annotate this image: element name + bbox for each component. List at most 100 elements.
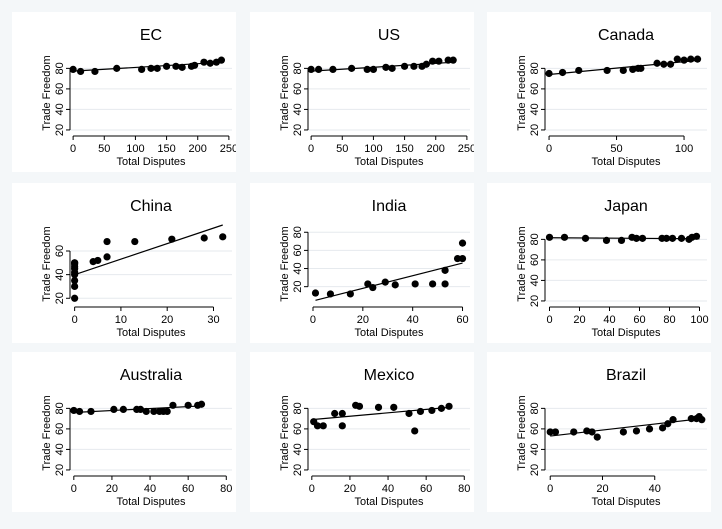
data-point <box>219 233 227 241</box>
x-tick-label: 100 <box>690 314 708 326</box>
data-point <box>658 424 667 432</box>
panel-ec: EC 20 40 60 80 0 50 100 150 200 250 Trade Freedom To… <box>12 12 236 172</box>
data-point <box>119 405 127 413</box>
fit-line <box>74 224 223 276</box>
x-tick-label: 0 <box>308 143 314 155</box>
data-point <box>437 404 446 412</box>
data-point <box>70 406 78 415</box>
x-tick-label: 20 <box>596 483 608 495</box>
x-axis-title: Total Disputes <box>116 496 186 508</box>
data-point <box>329 65 337 73</box>
panel-title: Canada <box>598 27 654 44</box>
y-axis-title: Trade Freedom <box>41 395 53 470</box>
y-tick-label: 60 <box>529 423 541 435</box>
y-tick-label: 60 <box>54 423 66 435</box>
x-axis-title: Total Disputes <box>591 156 661 168</box>
x-tick-label: 250 <box>458 143 474 155</box>
data-point <box>453 254 462 263</box>
panel-title: Mexico <box>364 367 415 384</box>
data-point <box>391 281 399 289</box>
data-point <box>619 66 627 75</box>
data-point <box>142 407 150 416</box>
data-point <box>680 56 688 64</box>
data-point <box>71 294 79 302</box>
data-point <box>150 407 158 416</box>
data-point <box>169 401 177 409</box>
y-axis-title: Trade Freedom <box>41 55 53 130</box>
y-tick-label: 40 <box>54 443 66 455</box>
x-tick-label: 0 <box>546 143 552 155</box>
data-point <box>103 237 111 246</box>
x-tick-label: 40 <box>382 483 394 495</box>
data-point <box>76 67 85 76</box>
data-point <box>570 428 578 436</box>
panel-canada: Canada 20 40 60 80 0 50 100 Trade Freedom Total D… <box>487 12 711 172</box>
data-point <box>411 280 419 288</box>
x-tick-label: 0 <box>546 314 552 326</box>
data-point <box>71 282 79 291</box>
panel-background <box>487 183 711 343</box>
y-tick-label: 40 <box>54 269 66 281</box>
data-point <box>381 278 389 286</box>
panel-title: Australia <box>120 367 182 384</box>
data-point <box>388 64 396 72</box>
data-point <box>103 253 111 261</box>
panel-title: US <box>378 27 400 44</box>
data-point <box>629 65 637 73</box>
data-point <box>603 66 611 75</box>
data-point <box>666 60 675 68</box>
y-tick-label: 40 <box>292 262 304 274</box>
data-point <box>444 56 452 64</box>
y-tick-label: 20 <box>54 464 66 476</box>
x-tick-label: 80 <box>220 483 232 495</box>
data-point <box>153 64 161 72</box>
panel-background <box>12 352 236 512</box>
data-point <box>581 234 590 242</box>
x-tick-label: 80 <box>663 314 675 326</box>
y-axis-title: Trade Freedom <box>516 55 528 130</box>
data-point <box>441 280 449 288</box>
data-point <box>673 55 681 63</box>
data-point <box>163 407 171 416</box>
data-point <box>307 65 315 73</box>
data-point <box>545 233 554 241</box>
data-point <box>71 259 79 267</box>
x-tick-label: 40 <box>649 483 661 495</box>
panel-background <box>487 352 711 512</box>
y-tick-label: 40 <box>529 274 541 286</box>
y-tick-label: 80 <box>54 402 66 414</box>
y-tick-label: 20 <box>292 464 304 476</box>
data-point <box>311 289 320 297</box>
x-tick-label: 20 <box>106 483 118 495</box>
x-tick-label: 80 <box>458 483 470 495</box>
x-tick-label: 250 <box>220 143 236 155</box>
data-point <box>637 64 645 72</box>
data-point <box>410 62 418 70</box>
x-tick-label: 100 <box>675 143 693 155</box>
data-point <box>458 239 467 247</box>
data-point <box>687 55 695 63</box>
data-point <box>113 64 121 72</box>
data-point <box>369 65 378 73</box>
data-point <box>390 403 398 411</box>
data-point <box>545 69 553 78</box>
data-point <box>369 283 377 292</box>
y-tick-label: 80 <box>292 226 304 238</box>
x-tick-label: 40 <box>144 483 156 495</box>
data-point <box>458 254 467 263</box>
x-tick-label: 150 <box>157 143 175 155</box>
data-point <box>693 55 702 63</box>
data-point <box>429 280 437 288</box>
y-axis-title: Trade Freedom <box>516 395 528 470</box>
y-tick-label: 40 <box>292 103 304 115</box>
fit-line <box>311 406 450 421</box>
data-point <box>314 65 323 73</box>
y-tick-label: 60 <box>292 244 304 256</box>
data-point <box>664 420 672 428</box>
x-tick-label: 0 <box>71 483 77 495</box>
y-tick-label: 40 <box>292 443 304 455</box>
data-point <box>692 232 701 240</box>
data-point <box>588 428 596 436</box>
